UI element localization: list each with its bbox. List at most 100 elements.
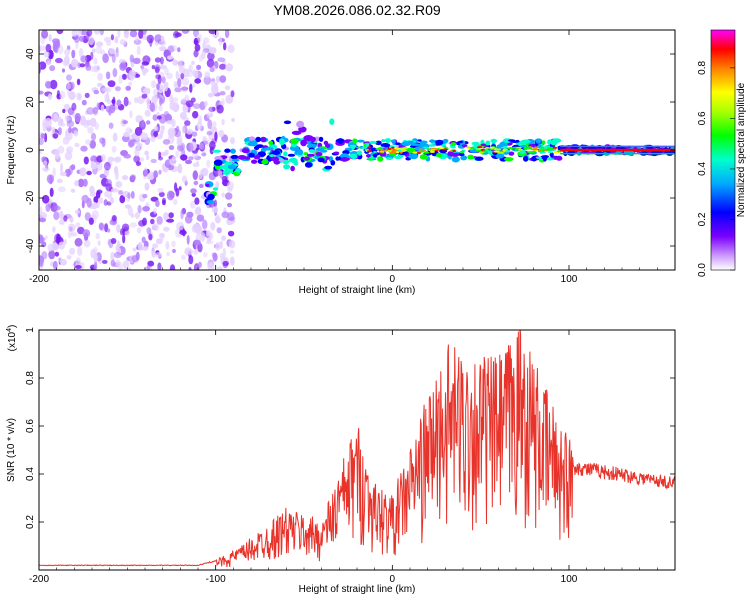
- trace-blob: [474, 156, 484, 161]
- trace-core: [485, 146, 490, 149]
- noise-blob: [129, 222, 137, 228]
- noise-blob: [210, 221, 216, 231]
- noise-blob: [78, 93, 82, 101]
- noise-blob: [224, 30, 230, 39]
- trace-core: [361, 146, 367, 149]
- noise-blob: [55, 57, 63, 64]
- noise-blob: [135, 135, 140, 142]
- noise-blob: [157, 115, 162, 120]
- y-tick-label: -20: [25, 190, 36, 205]
- noise-blob: [142, 217, 147, 226]
- trace-blob: [255, 136, 262, 143]
- noise-blob: [49, 187, 54, 197]
- noise-blob: [39, 137, 44, 146]
- noise-blob: [90, 51, 94, 60]
- noise-blob: [151, 250, 156, 258]
- noise-blob: [97, 72, 103, 81]
- noise-blob: [215, 213, 221, 224]
- noise-blob: [80, 145, 88, 152]
- snr-y-scale: (x104): [6, 325, 18, 352]
- noise-blob: [163, 111, 170, 118]
- noise-blob: [64, 115, 70, 122]
- trace-blob: [317, 157, 325, 163]
- noise-blob: [229, 249, 235, 254]
- snr-y-scale-close: ): [7, 325, 18, 328]
- noise-blob: [176, 137, 183, 146]
- noise-blob: [229, 216, 236, 221]
- noise-blob: [227, 230, 235, 237]
- trace-core: [391, 149, 398, 152]
- colorbar-label: Normalized spectral amplitude: [736, 82, 747, 217]
- noise-blob: [178, 60, 183, 70]
- noise-blob: [62, 59, 70, 67]
- noise-blob: [66, 254, 72, 260]
- noise-blob: [121, 223, 130, 232]
- noise-blob: [223, 42, 227, 51]
- trace-core: [394, 147, 402, 150]
- noise-blob: [53, 211, 60, 221]
- noise-blob: [146, 227, 151, 235]
- noise-blob: [154, 57, 161, 63]
- snr-x-label: Height of straight line (km): [299, 584, 416, 595]
- noise-blob: [191, 60, 195, 65]
- noise-blob: [82, 229, 91, 238]
- noise-blob: [85, 63, 92, 71]
- trace-blob: [272, 150, 281, 156]
- colorbar-tick-label: 0.0: [697, 263, 708, 277]
- noise-blob: [99, 30, 105, 36]
- noise-blob: [224, 192, 233, 200]
- trace-core: [539, 146, 543, 149]
- noise-blob: [141, 67, 149, 74]
- trace-blob: [541, 140, 546, 145]
- trace-blob: [268, 140, 274, 146]
- noise-blob: [207, 119, 213, 130]
- trace-core: [389, 151, 397, 154]
- trace-blob: [306, 153, 315, 157]
- noise-blob: [200, 140, 209, 145]
- noise-blob: [219, 75, 227, 83]
- noise-blob: [123, 30, 129, 39]
- noise-blob: [192, 162, 200, 168]
- noise-blob: [114, 52, 120, 58]
- trace-core: [530, 148, 538, 151]
- trace-blob: [290, 138, 299, 145]
- noise-blob: [114, 156, 122, 162]
- trace-blob: [283, 151, 288, 157]
- noise-blob: [228, 240, 236, 249]
- noise-blob: [215, 181, 220, 190]
- trace-blob: [419, 154, 428, 160]
- trace-blob: [531, 155, 538, 162]
- trace-blob: [262, 158, 269, 165]
- noise-blob: [207, 52, 215, 61]
- noise-blob: [111, 53, 116, 63]
- noise-blob: [158, 191, 165, 197]
- noise-blob: [168, 212, 174, 219]
- trace-core: [477, 146, 483, 149]
- noise-blob: [190, 188, 197, 194]
- trace-blob: [377, 156, 384, 162]
- noise-blob: [192, 103, 201, 109]
- noise-blob: [47, 93, 53, 100]
- trace-blob: [375, 140, 382, 146]
- trace-core: [356, 146, 361, 149]
- trace-blob: [458, 152, 465, 157]
- noise-blob: [93, 196, 99, 204]
- trace-blob: [298, 126, 307, 133]
- noise-blob: [167, 45, 175, 53]
- noise-blob: [168, 128, 175, 139]
- noise-blob: [149, 136, 156, 143]
- noise-blob: [105, 71, 111, 80]
- y-tick-label: 0: [25, 147, 36, 153]
- noise-blob: [162, 139, 170, 145]
- trace-core: [412, 151, 418, 154]
- noise-blob: [146, 154, 150, 161]
- noise-blob: [143, 266, 148, 270]
- trace-core: [422, 146, 429, 149]
- noise-blob: [131, 255, 139, 263]
- noise-blob: [180, 209, 184, 220]
- noise-blob: [172, 59, 178, 66]
- noise-blob: [222, 261, 229, 266]
- x-tick-label: -200: [29, 574, 49, 585]
- noise-blob: [159, 96, 163, 106]
- noise-blob: [140, 64, 145, 70]
